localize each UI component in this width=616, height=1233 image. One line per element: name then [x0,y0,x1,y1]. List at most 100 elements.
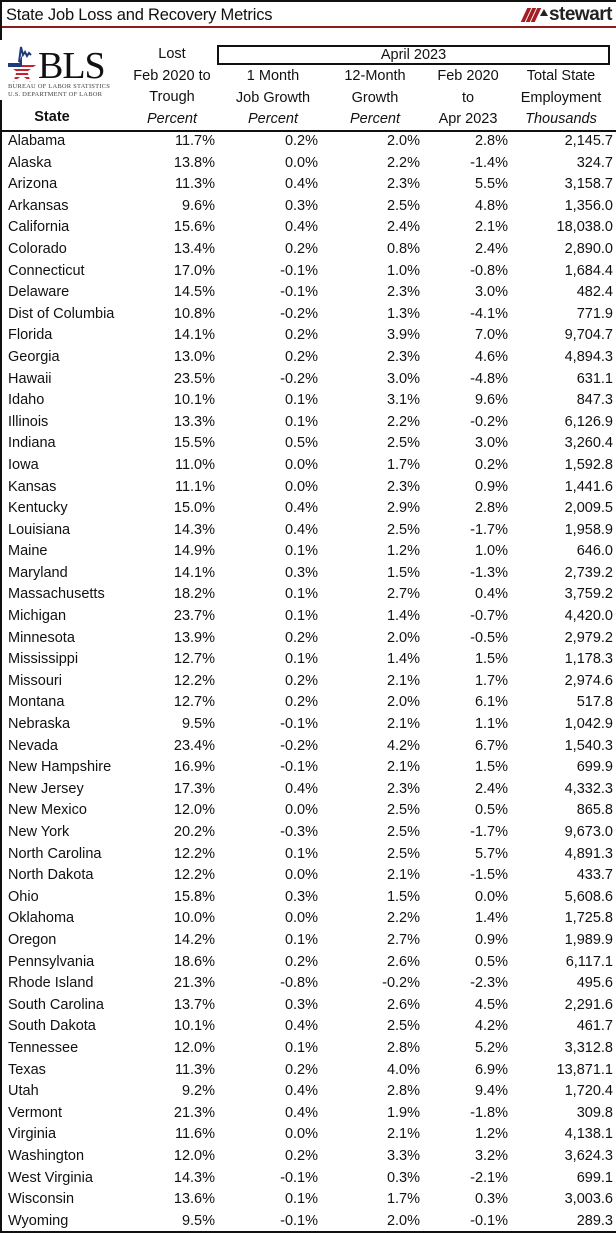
bls-agency-name: BUREAU OF LABOR STATISTICS [8,83,111,90]
twelve-month-growth-cell: 2.1% [386,1126,420,1143]
twelve-month-growth-cell: 2.7% [386,931,420,948]
twelve-month-growth-cell: 1.3% [386,305,420,322]
total-employment-cell: 865.8 [576,802,613,819]
state-name-cell: Colorado [8,240,67,257]
state-name-cell: Texas [8,1061,46,1078]
lost-feb2020-to-trough-cell: 13.9% [173,629,215,646]
lost-feb2020-to-trough-cell: 14.3% [173,521,215,538]
state-name-cell: Minnesota [8,629,75,646]
left-border [0,100,2,1233]
lost-feb2020-to-trough-cell: 10.0% [173,910,215,927]
header-divider [0,130,616,132]
feb2020-to-apr2023-cell: 4.8% [474,197,508,214]
twelve-month-growth-cell: 2.5% [386,435,420,452]
state-name-cell: Iowa [8,456,39,473]
one-month-job-growth-cell: -0.8% [280,975,318,992]
lost-feb2020-to-trough-cell: 15.8% [173,888,215,905]
table-row: Louisiana 14.3% 0.4% 2.5% -1.7% 1,958.9 [0,520,616,542]
state-name-cell: Nebraska [8,716,71,733]
one-month-job-growth-cell: -0.1% [280,716,318,733]
one-month-job-growth-cell: 0.0% [284,867,318,884]
twelve-month-growth-cell: 2.7% [386,586,420,603]
state-name-cell: Connecticut [8,262,85,279]
twelve-month-growth-cell: -0.2% [382,975,420,992]
state-name-cell: Vermont [8,1104,62,1121]
feb2020-to-apr2023-cell: 0.5% [474,953,508,970]
table-row: Alaska 13.8% 0.0% 2.2% -1.4% 324.7 [0,153,616,175]
lost-feb2020-to-trough-cell: 12.2% [173,672,215,689]
table-row: Vermont 21.3% 0.4% 1.9% -1.8% 309.8 [0,1103,616,1125]
state-name-cell: West Virginia [8,1169,93,1186]
feb2020-to-apr2023-cell: 0.3% [474,1191,508,1208]
lost-feb2020-to-trough-cell: 12.2% [173,845,215,862]
twelve-month-growth-cell: 2.5% [386,824,420,840]
feb2020-to-apr2023-cell: 4.6% [474,348,508,365]
one-month-job-growth-cell: 0.0% [284,154,318,171]
lost-feb2020-to-trough-cell: 13.7% [173,996,215,1013]
lost-feb2020-to-trough-cell: 11.3% [174,176,215,193]
one-month-job-growth-cell: 0.4% [284,521,318,538]
one-month-job-growth-cell: 0.1% [284,1039,318,1056]
col-header-state: State [34,109,70,125]
table-row: West Virginia 14.3% -0.1% 0.3% -2.1% 699.1 [0,1168,616,1190]
feb2020-to-apr2023-cell: 2.4% [474,240,508,257]
twelve-month-growth-cell: 2.0% [386,1212,420,1229]
page-title: State Job Loss and Recovery Metrics [6,6,273,24]
table-row: South Carolina 13.7% 0.3% 2.6% 4.5% 2,291.6 [0,995,616,1017]
total-employment-cell: 482.4 [576,284,613,301]
lost-feb2020-to-trough-cell: 11.0% [174,456,215,473]
table-row: California 15.6% 0.4% 2.4% 2.1% 18,038.0 [0,217,616,239]
state-name-cell: Utah [8,1083,39,1100]
one-month-job-growth-cell: 0.3% [284,564,318,581]
data-table-body: Alabama 11.7% 0.2% 2.0% 2.8% 2,145.7 Alaska 13.… [0,131,616,1232]
total-employment-cell: 1,042.9 [564,716,613,733]
lost-feb2020-to-trough-cell: 15.0% [173,500,215,517]
twelve-month-growth-cell: 1.4% [386,651,420,668]
total-employment-cell: 2,890.0 [564,240,613,257]
twelve-month-growth-cell: 2.1% [386,759,420,776]
total-employment-cell: 2,009.5 [564,500,613,517]
table-bottom-border [0,1231,616,1233]
one-month-job-growth-cell: 0.2% [284,327,318,344]
feb2020-to-apr2023-cell: 0.2% [474,456,508,473]
twelve-month-growth-cell: 2.6% [386,996,420,1013]
twelve-month-growth-cell: 2.2% [386,413,420,430]
feb2020-to-apr2023-cell: -0.7% [470,608,508,625]
state-name-cell: Idaho [8,392,45,409]
twelve-month-growth-cell: 2.0% [386,133,420,149]
total-employment-cell: 1,958.9 [564,521,613,538]
one-month-job-growth-cell: 0.1% [284,651,318,668]
total-employment-cell: 309.8 [576,1104,613,1121]
twelve-month-growth-cell: 2.5% [386,1018,420,1035]
state-name-cell: New York [8,824,70,840]
twelve-month-growth-cell: 3.1% [386,392,420,409]
table-row: Maryland 14.1% 0.3% 1.5% -1.3% 2,739.2 [0,563,616,585]
total-employment-cell: 3,003.6 [564,1191,613,1208]
bls-department-name: U.S. DEPARTMENT OF LABOR [8,91,103,98]
one-month-job-growth-cell: -0.1% [280,1169,318,1186]
state-name-cell: Louisiana [8,521,71,538]
twelve-month-growth-cell: 2.1% [386,867,420,884]
state-name-cell: North Dakota [8,867,94,884]
feb2020-to-apr2023-cell: 1.7% [474,672,508,689]
col-header-feb2020-to-apr2023: Feb 2020 to Apr 2023 [437,68,499,127]
one-month-job-growth-cell: 0.4% [284,500,318,517]
feb2020-to-apr2023-cell: 0.4% [474,586,508,603]
state-name-cell: Pennsylvania [8,953,95,970]
total-employment-cell: 9,673.0 [564,824,613,840]
lost-feb2020-to-trough-cell: 14.5% [173,284,215,301]
title-bar: State Job Loss and Recovery Metrics stew… [0,0,616,26]
feb2020-to-apr2023-cell: 6.1% [474,694,508,711]
twelve-month-growth-cell: 1.4% [386,608,420,625]
one-month-job-growth-cell: 0.1% [284,586,318,603]
state-name-cell: Maryland [8,564,68,581]
feb2020-to-apr2023-cell: 5.5% [474,176,508,193]
feb2020-to-apr2023-cell: 0.9% [474,931,508,948]
state-name-cell: Oklahoma [8,910,75,927]
one-month-job-growth-cell: 0.0% [284,456,318,473]
state-name-cell: Florida [8,327,53,344]
twelve-month-growth-cell: 2.3% [386,176,420,193]
state-name-cell: Missouri [8,672,62,689]
total-employment-cell: 1,540.3 [564,737,613,754]
one-month-job-growth-cell: 0.1% [284,413,318,430]
